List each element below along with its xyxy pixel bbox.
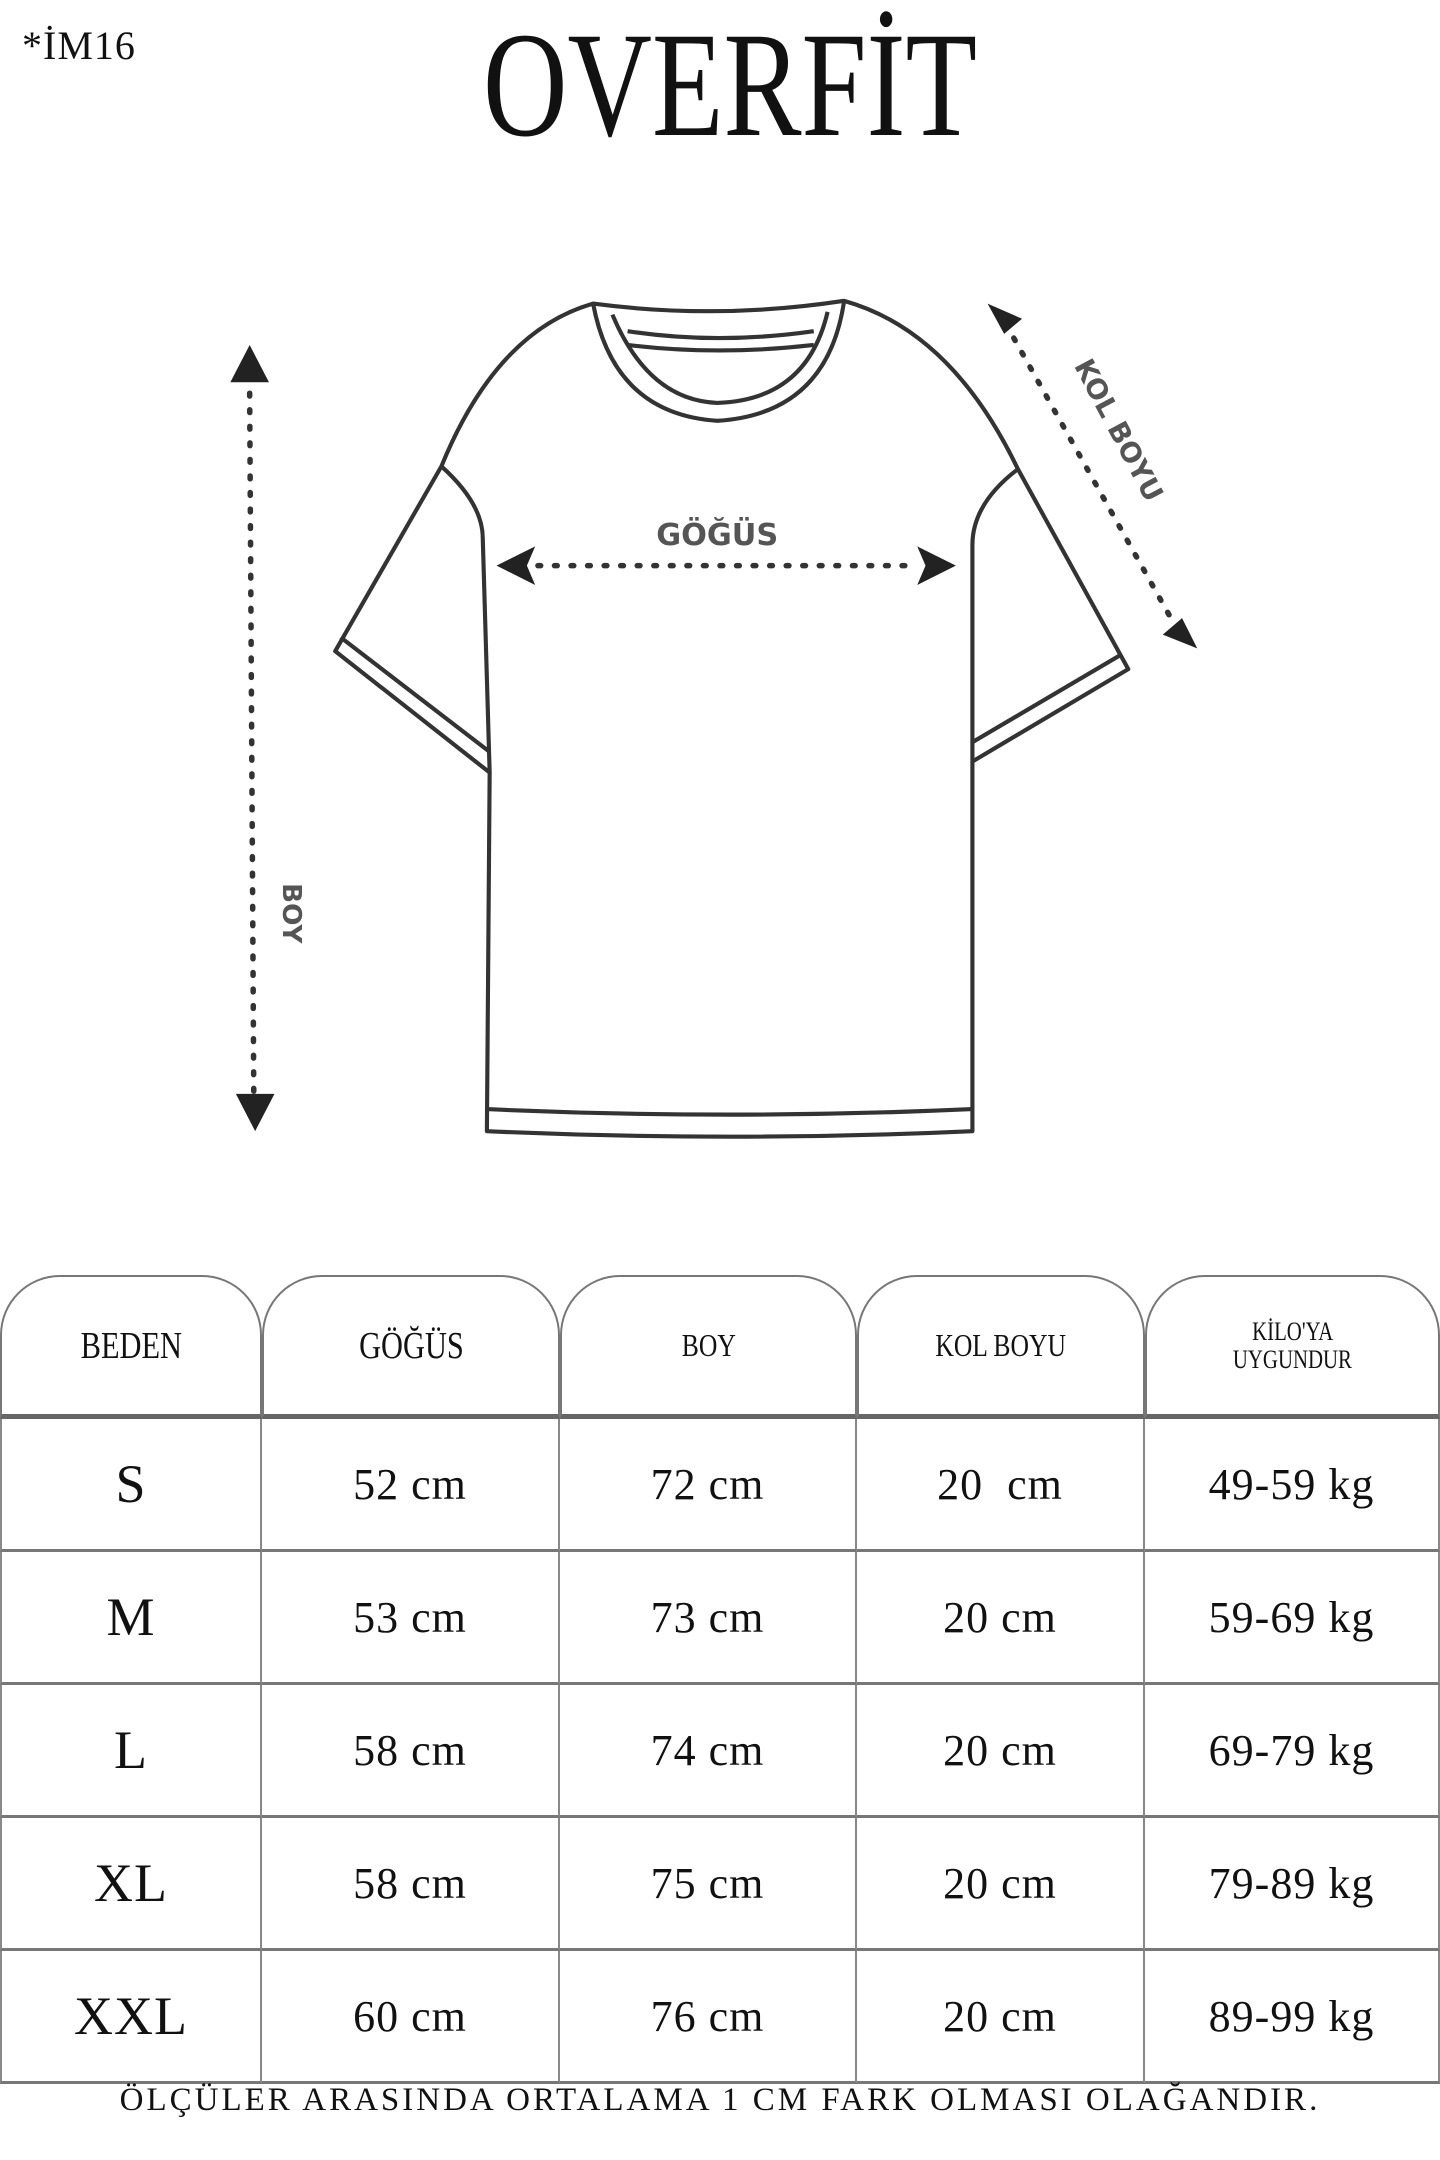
cell-weight: 49-59 kg	[1145, 1419, 1440, 1552]
size-table: BEDEN GÖĞÜS BOY KOL BOYU KİLO'YA UYGUNDUR…	[0, 1275, 1440, 2084]
table-row: M 53 cm 73 cm 20 cm 59-69 kg	[0, 1552, 1440, 1685]
cell-sleeve: 20 cm	[857, 1419, 1145, 1552]
cell-weight: 69-79 kg	[1145, 1685, 1440, 1818]
cell-sleeve: 20 cm	[857, 1685, 1145, 1818]
cell-sleeve: 20 cm	[857, 1552, 1145, 1685]
cell-chest: 60 cm	[262, 1951, 560, 2084]
table-row: XL 58 cm 75 cm 20 cm 79-89 kg	[0, 1818, 1440, 1951]
cell-length: 76 cm	[560, 1951, 857, 2084]
cell-weight: 89-99 kg	[1145, 1951, 1440, 2084]
cell-size: XXL	[0, 1951, 262, 2084]
collar	[591, 300, 847, 423]
page-title: OVERFİT	[482, 2, 977, 168]
cell-length: 74 cm	[560, 1685, 857, 1818]
cell-length: 72 cm	[560, 1419, 857, 1552]
header-chest: GÖĞÜS	[262, 1275, 560, 1419]
cell-weight: 59-69 kg	[1145, 1552, 1440, 1685]
cell-chest: 58 cm	[262, 1818, 560, 1951]
cell-size: L	[0, 1685, 262, 1818]
cell-size: S	[0, 1419, 262, 1552]
cell-length: 73 cm	[560, 1552, 857, 1685]
cell-chest: 52 cm	[262, 1419, 560, 1552]
header-sleeve: KOL BOYU	[857, 1275, 1145, 1419]
footer-note: ÖLÇÜLER ARASINDA ORTALAMA 1 CM FARK OLMA…	[119, 2082, 1321, 2118]
cell-chest: 58 cm	[262, 1685, 560, 1818]
header-size: BEDEN	[0, 1275, 262, 1419]
table-row: S 52 cm 72 cm 20 cm 49-59 kg	[0, 1419, 1440, 1552]
cell-weight: 79-89 kg	[1145, 1818, 1440, 1951]
cell-size: M	[0, 1552, 262, 1685]
cell-chest: 53 cm	[262, 1552, 560, 1685]
header-length: BOY	[560, 1275, 857, 1419]
product-code: *İM16	[22, 23, 136, 68]
table-header-row: BEDEN GÖĞÜS BOY KOL BOYU KİLO'YA UYGUNDUR	[0, 1275, 1440, 1419]
cell-length: 75 cm	[560, 1818, 857, 1951]
header-weight: KİLO'YA UYGUNDUR	[1145, 1275, 1440, 1419]
table-row: L 58 cm 74 cm 20 cm 69-79 kg	[0, 1685, 1440, 1818]
left-armhole	[439, 464, 492, 773]
cell-sleeve: 20 cm	[857, 1951, 1145, 2084]
cell-sleeve: 20 cm	[857, 1818, 1145, 1951]
cell-size: XL	[0, 1818, 262, 1951]
chest-label: GÖĞÜS	[656, 516, 778, 553]
right-armhole	[970, 467, 1020, 762]
table-row: XXL 60 cm 76 cm 20 cm 89-99 kg	[0, 1951, 1440, 2084]
sleeve-label: KOL BOYU	[1067, 353, 1170, 507]
length-label: BOY	[276, 883, 306, 944]
measure-arrows	[230, 303, 1198, 1132]
tshirt-outline	[333, 298, 1131, 1139]
